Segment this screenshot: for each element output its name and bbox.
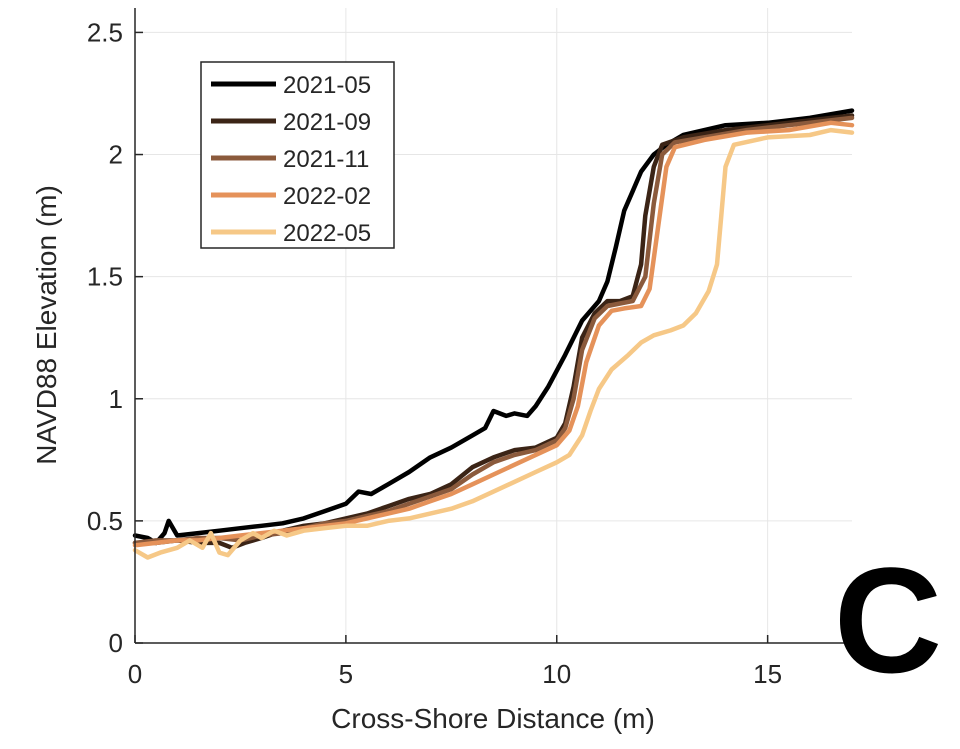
series-layer [132, 108, 855, 560]
legend-label-2022-02: 2022-02 [283, 183, 371, 210]
legend-label-2021-09: 2021-09 [283, 109, 371, 136]
x-tick-label: 10 [542, 659, 571, 689]
y-axis-label: NAVD88 Elevation (m) [31, 185, 62, 465]
y-tick-label: 0 [109, 628, 123, 658]
y-tick-label: 2.5 [87, 17, 123, 47]
x-tick-label: 15 [753, 659, 782, 689]
tick-labels: 0 5 10 15 0 0.5 1 1.5 2 2.5 [87, 17, 782, 689]
y-tick-label: 1 [109, 384, 123, 414]
x-tick-label: 0 [128, 659, 142, 689]
x-tick-label: 5 [339, 659, 353, 689]
y-tick-label: 2 [109, 140, 123, 170]
axes [134, 8, 852, 644]
legend-label-2021-05: 2021-05 [283, 72, 371, 99]
legend-label-2022-05: 2022-05 [283, 220, 371, 247]
series-line-2022-02 [132, 120, 855, 548]
legend-box [200, 61, 395, 249]
y-tick-label: 0.5 [87, 506, 123, 536]
panel-letter: C [834, 536, 942, 704]
series-line-2021-09 [132, 113, 855, 551]
x-axis-label: Cross-Shore Distance (m) [331, 703, 655, 734]
legend-label-2021-11: 2021-11 [283, 146, 369, 173]
series-line-2022-05 [132, 127, 855, 560]
legend: 2021-05 2021-09 2021-11 2022-02 2022-05 [200, 61, 395, 249]
series-line-2021-05 [132, 108, 855, 546]
y-tick-label: 1.5 [87, 262, 123, 292]
